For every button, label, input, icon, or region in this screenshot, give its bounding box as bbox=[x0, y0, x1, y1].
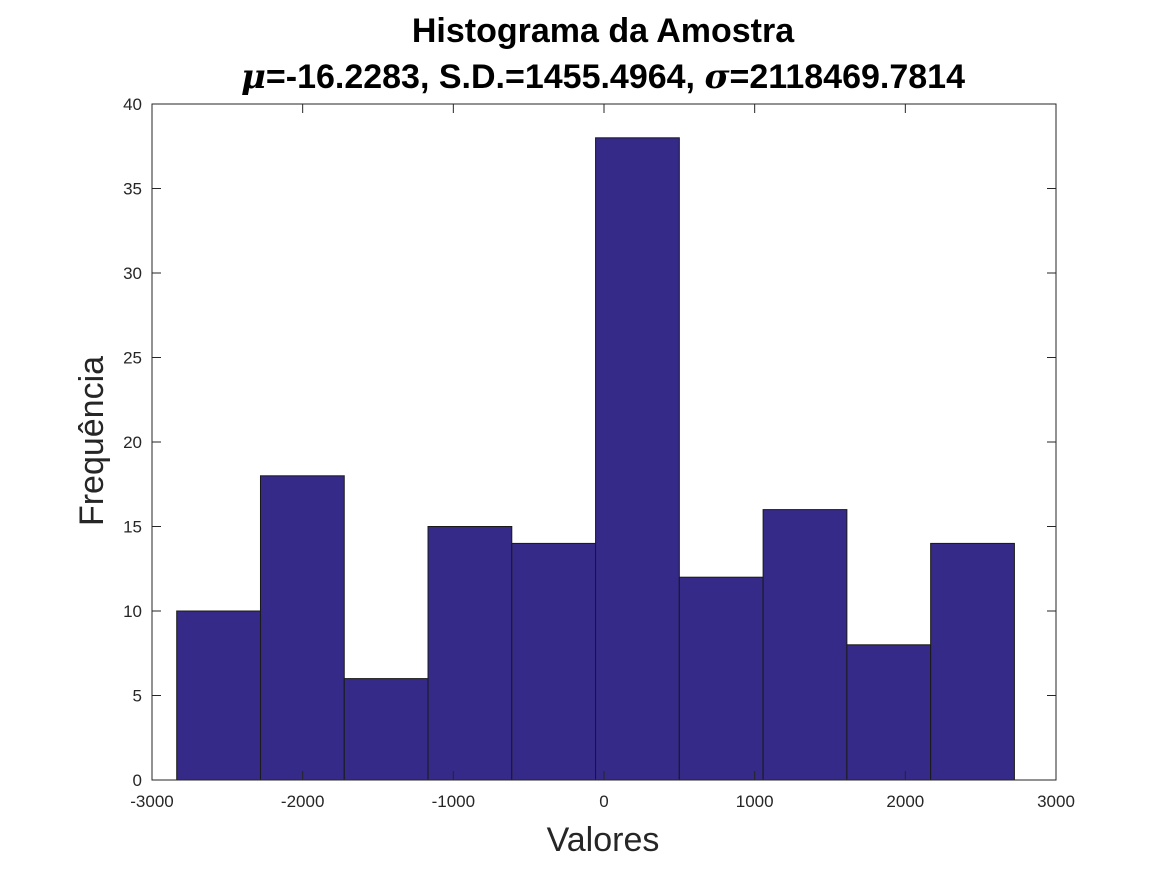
histogram-bar-3 bbox=[427, 526, 513, 781]
histogram-bar-4 bbox=[511, 542, 597, 781]
y-axis-label: Frequência bbox=[73, 356, 111, 526]
x-tick-label-4: 1000 bbox=[736, 792, 774, 811]
mu-symbol: μ bbox=[241, 57, 266, 97]
y-tick-label-5: 25 bbox=[123, 349, 142, 368]
y-tick-label-4: 20 bbox=[123, 433, 142, 452]
histogram-bar-0 bbox=[176, 610, 261, 781]
bars-group bbox=[176, 137, 1015, 781]
histogram-bar-2 bbox=[343, 678, 429, 781]
x-tick-label-6: 3000 bbox=[1037, 792, 1075, 811]
y-tick-label-1: 5 bbox=[133, 687, 142, 706]
x-tick-label-3: 0 bbox=[599, 792, 608, 811]
x-axis-label: Valores bbox=[547, 821, 660, 859]
y-tick-label-2: 10 bbox=[123, 602, 142, 621]
x-tick-label-2: -1000 bbox=[432, 792, 475, 811]
chart-title: Histograma da Amostra bbox=[412, 12, 795, 50]
x-tick-label-5: 2000 bbox=[886, 792, 924, 811]
plot-area-border bbox=[151, 103, 1057, 781]
y-tick-label-7: 35 bbox=[123, 180, 142, 199]
sigma-symbol: σ bbox=[704, 57, 730, 97]
histogram-bar-9 bbox=[930, 542, 1015, 781]
ticks-group: -3000 -2000 -1000 0 1000 2000 3000 0 5 10 15 20 25 30… bbox=[123, 95, 1075, 811]
histogram-bar-1 bbox=[259, 475, 345, 781]
x-tick-label-0: -3000 bbox=[130, 792, 173, 811]
x-tick-label-1: -2000 bbox=[281, 792, 324, 811]
histogram-bar-6 bbox=[678, 576, 764, 781]
histogram-bar-8 bbox=[846, 644, 932, 781]
y-tick-label-6: 30 bbox=[123, 264, 142, 283]
histogram-bar-7 bbox=[762, 509, 848, 781]
y-tick-label-8: 40 bbox=[123, 95, 142, 114]
chart-subtitle: μ=-16.2283, S.D.=1455.4964, σ=2118469.78… bbox=[241, 57, 965, 97]
mu-text: =-16.2283, S.D.=1455.4964, bbox=[266, 58, 705, 96]
y-tick-label-0: 0 bbox=[133, 771, 142, 790]
y-tick-label-3: 15 bbox=[123, 518, 142, 537]
histogram-bar-5 bbox=[595, 137, 680, 781]
sigma-text: =2118469.7814 bbox=[730, 58, 966, 96]
